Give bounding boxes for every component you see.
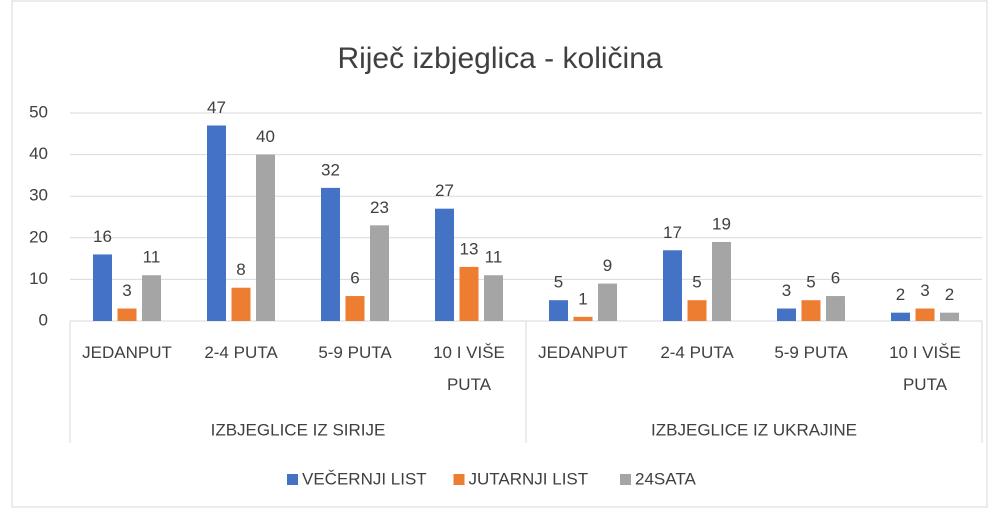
bar xyxy=(231,287,251,321)
x-tick-label: 5-9 PUTA xyxy=(318,343,392,362)
bar xyxy=(459,266,479,321)
bar xyxy=(142,275,161,321)
bar xyxy=(573,316,593,321)
data-label: 23 xyxy=(370,198,389,217)
bar xyxy=(663,250,682,321)
bar xyxy=(345,296,365,321)
data-label: 5 xyxy=(806,273,815,292)
chart-frame xyxy=(11,0,988,508)
bar xyxy=(777,308,796,321)
x-tick-label: 2-4 PUTA xyxy=(204,343,278,362)
x-tick-label: JEDANPUT xyxy=(538,343,628,362)
bar xyxy=(801,300,821,321)
x-tick-label-box: 10 I VIŠE PUTA xyxy=(433,343,505,394)
data-label: 8 xyxy=(236,260,245,279)
bar xyxy=(93,254,112,321)
data-label: 2 xyxy=(896,285,905,304)
data-label: 2 xyxy=(945,285,954,304)
x-tick-label: 10 I VIŠE PUTA xyxy=(889,343,961,394)
legend-swatch xyxy=(620,474,631,485)
data-label: 5 xyxy=(554,273,563,292)
legend-label: JUTARNJI LIST xyxy=(469,469,589,488)
data-label: 47 xyxy=(207,98,226,117)
bar xyxy=(687,300,707,321)
bar xyxy=(435,208,454,321)
data-label: 11 xyxy=(485,248,503,267)
data-label: 13 xyxy=(460,239,479,258)
data-label: 11 xyxy=(143,248,161,267)
data-label: 6 xyxy=(831,269,840,288)
bar xyxy=(484,275,503,321)
data-label: 6 xyxy=(350,269,359,288)
chart-title: Riječ izbjeglica - količina xyxy=(337,42,662,75)
bar xyxy=(207,125,226,321)
x-tick-label-box: 10 I VIŠE PUTA xyxy=(889,343,961,394)
data-label: 32 xyxy=(321,160,340,179)
bar xyxy=(712,241,731,321)
x-tick-label: 5-9 PUTA xyxy=(774,343,848,362)
y-tick-label: 10 xyxy=(29,269,48,288)
data-label: 17 xyxy=(663,223,682,242)
data-label: 9 xyxy=(603,256,612,275)
x-tick-label-box: 2-4 PUTA xyxy=(204,343,278,362)
bar xyxy=(256,154,275,321)
data-label: 5 xyxy=(692,273,701,292)
y-tick-label: 30 xyxy=(29,186,48,205)
x-tick-label: JEDANPUT xyxy=(82,343,172,362)
x-tick-label-box: 2-4 PUTA xyxy=(660,343,734,362)
bar xyxy=(117,308,137,321)
legend-label: 24SATA xyxy=(635,469,696,488)
data-label: 27 xyxy=(435,181,454,200)
bar xyxy=(321,187,340,321)
legend-swatch xyxy=(287,474,298,485)
x-tick-label-box: JEDANPUT xyxy=(538,343,628,362)
group-label: IZBJEGLICE IZ UKRAJINE xyxy=(651,420,857,439)
data-label: 3 xyxy=(122,281,131,300)
y-tick-label: 20 xyxy=(29,227,48,246)
bar xyxy=(826,296,845,321)
data-label: 3 xyxy=(782,281,791,300)
bar xyxy=(598,283,617,321)
data-label: 19 xyxy=(712,214,731,233)
data-label: 3 xyxy=(920,281,929,300)
x-tick-label-box: 5-9 PUTA xyxy=(318,343,392,362)
bar xyxy=(891,312,910,321)
legend-label: VEČERNJI LIST xyxy=(302,469,427,488)
y-tick-label: 40 xyxy=(29,144,48,163)
bar xyxy=(370,225,389,321)
y-tick-label: 50 xyxy=(29,102,48,121)
bar xyxy=(915,308,935,321)
bar xyxy=(940,312,959,321)
data-label: 1 xyxy=(578,289,587,308)
x-tick-label-box: JEDANPUT xyxy=(82,343,172,362)
x-tick-label: 2-4 PUTA xyxy=(660,343,734,362)
group-label: IZBJEGLICE IZ SIRIJE xyxy=(211,420,386,439)
data-label: 16 xyxy=(93,227,112,246)
data-label: 40 xyxy=(256,127,275,146)
x-tick-label-box: 5-9 PUTA xyxy=(774,343,848,362)
bar xyxy=(549,300,568,321)
legend-swatch xyxy=(453,474,465,485)
y-tick-label: 0 xyxy=(39,310,48,329)
x-tick-label: 10 I VIŠE PUTA xyxy=(433,343,505,394)
